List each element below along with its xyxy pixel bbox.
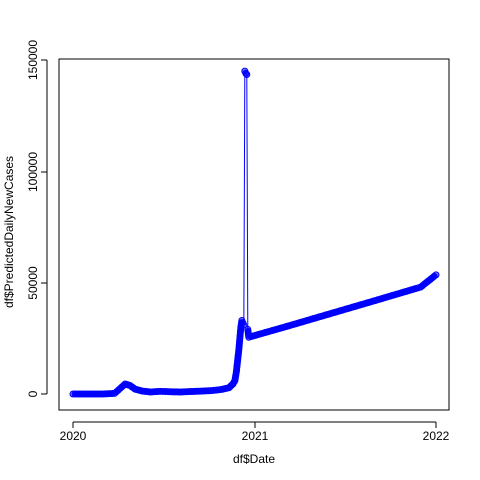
- series-layer: [69, 67, 440, 398]
- data-point: [432, 271, 440, 279]
- data-point: [240, 321, 248, 329]
- y-tick-label: 0: [26, 390, 40, 397]
- series-line: [73, 70, 437, 395]
- x-tick-label: 2022: [423, 429, 450, 443]
- x-tick-label: 2020: [60, 429, 87, 443]
- x-axis-title: df$Date: [233, 452, 275, 466]
- y-tick-label: 50000: [26, 266, 40, 300]
- plot-frame: [58, 58, 450, 411]
- x-tick-label: 2021: [242, 429, 269, 443]
- x-axis-ticks: [72, 422, 437, 428]
- y-tick-label: 100000: [26, 152, 40, 192]
- y-tick-label: 150000: [26, 40, 40, 80]
- data-point: [243, 70, 251, 78]
- y-axis-ticks: [41, 59, 47, 395]
- y-axis-title: df$PredictedDailyNewCases: [2, 156, 16, 308]
